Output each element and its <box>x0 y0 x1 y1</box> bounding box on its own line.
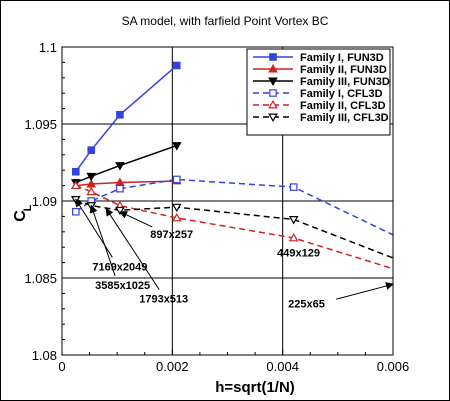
series-point <box>115 206 125 216</box>
series-point <box>87 146 96 154</box>
legend-entry: Family II, FUN3D <box>253 63 387 76</box>
series-line <box>75 144 177 184</box>
legend-entry: Family II, CFL3D <box>253 99 386 112</box>
series-line <box>75 64 178 173</box>
series-layer <box>70 61 393 270</box>
series-point <box>288 232 299 242</box>
series-point <box>115 162 125 171</box>
legend-entry: Family III, FUN3D <box>253 76 390 88</box>
series-point <box>70 180 81 190</box>
legend-entry: Family I, FUN3D <box>253 52 384 64</box>
legend-label: Family III, FUN3D <box>300 76 390 88</box>
legend-marker <box>268 99 278 109</box>
y-tick-label: 1.095 <box>24 117 57 132</box>
series-line <box>75 180 177 187</box>
series-point <box>171 142 182 151</box>
series-point <box>116 184 124 193</box>
x-tick-label: 0 <box>58 359 65 374</box>
series-point <box>71 167 80 176</box>
series-point <box>86 186 97 196</box>
annotation-label: 449x129 <box>277 247 320 259</box>
annotation-arrow <box>89 204 116 276</box>
series-point <box>288 216 299 225</box>
legend-entry: Family III, CFL3D <box>253 112 389 124</box>
legend-marker <box>268 63 278 73</box>
series-point <box>289 183 298 191</box>
series-point <box>116 110 124 119</box>
legend-marker <box>269 89 277 97</box>
ticks: 0 0.002 0.004 0.006 1.08 1.085 1.09 1.095 1.1 <box>24 40 409 374</box>
series-3 <box>70 142 182 188</box>
annotation-arrow <box>119 211 153 228</box>
annotation-label: 7169x2049 <box>92 261 147 273</box>
legend-entry: Family I, CFL3D <box>253 88 383 100</box>
x-tick-label: 0.004 <box>266 359 299 374</box>
series-point <box>172 61 181 70</box>
annotations: 7169x2049 3585x1025 1793x513 897x257 449x129… <box>75 198 394 310</box>
annotation-arrow <box>336 282 394 300</box>
x-tick-label: 0.002 <box>156 359 189 374</box>
x-axis-label: h=sqrt(1/N) <box>215 379 295 396</box>
y-tick-label: 1.1 <box>39 40 57 55</box>
y-axis-label: C L <box>12 204 34 221</box>
annotation-arrow <box>105 207 160 290</box>
series-point <box>171 212 182 222</box>
annotation-arrow <box>75 198 113 258</box>
y-tick-label: 1.09 <box>32 194 57 209</box>
y-axis-label-sub: L <box>22 204 34 211</box>
series-line <box>75 184 393 270</box>
legend-marker <box>268 113 278 123</box>
legend-label: Family I, CFL3D <box>300 88 383 100</box>
series-point <box>171 203 182 213</box>
y-tick-label: 1.085 <box>24 271 57 286</box>
series-1 <box>71 61 181 176</box>
legend-marker <box>269 53 277 61</box>
series-point <box>172 175 181 184</box>
annotation-label: 225x65 <box>288 298 325 310</box>
legend-label: Family III, CFL3D <box>300 112 389 124</box>
chart-title: SA model, with farfield Point Vortex BC <box>122 14 329 28</box>
annotation-label: 897x257 <box>150 229 193 241</box>
legend-label: Family II, CFL3D <box>300 100 386 112</box>
legend-label: Family I, FUN3D <box>300 52 384 64</box>
y-axis-label-main: C <box>12 210 29 222</box>
annotation-label: 1793x513 <box>139 294 188 306</box>
y-tick-label: 1.08 <box>32 348 57 363</box>
series-point <box>86 172 97 182</box>
x-tick-label: 0.006 <box>377 359 410 374</box>
legend-label: Family II, FUN3D <box>300 64 387 76</box>
legend-marker <box>268 77 278 87</box>
annotation-label: 3585x1025 <box>95 280 150 292</box>
series-point <box>71 207 80 216</box>
